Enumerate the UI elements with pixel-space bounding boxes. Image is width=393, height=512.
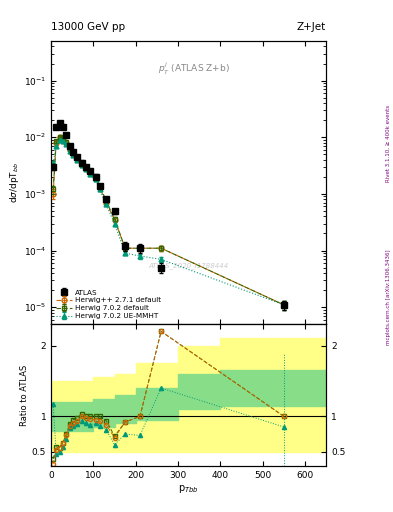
- Text: Z+Jet: Z+Jet: [297, 23, 326, 32]
- Text: mcplots.cern.ch [arXiv:1306.3436]: mcplots.cern.ch [arXiv:1306.3436]: [386, 249, 391, 345]
- Text: 13000 GeV pp: 13000 GeV pp: [51, 23, 125, 32]
- Y-axis label: d$\sigma$/dpT$_{bb}$: d$\sigma$/dpT$_{bb}$: [8, 162, 21, 203]
- Legend: ATLAS, Herwig++ 2.7.1 default, Herwig 7.0.2 default, Herwig 7.0.2 UE-MMHT: ATLAS, Herwig++ 2.7.1 default, Herwig 7.…: [55, 288, 162, 321]
- Text: $p_T^j$ (ATLAS Z+b): $p_T^j$ (ATLAS Z+b): [158, 61, 230, 77]
- Y-axis label: Ratio to ATLAS: Ratio to ATLAS: [20, 365, 29, 425]
- Text: Rivet 3.1.10, ≥ 400k events: Rivet 3.1.10, ≥ 400k events: [386, 105, 391, 182]
- Text: ATLAS_2020_I1788444: ATLAS_2020_I1788444: [149, 262, 229, 269]
- X-axis label: p$_{Tbb}$: p$_{Tbb}$: [178, 482, 199, 495]
